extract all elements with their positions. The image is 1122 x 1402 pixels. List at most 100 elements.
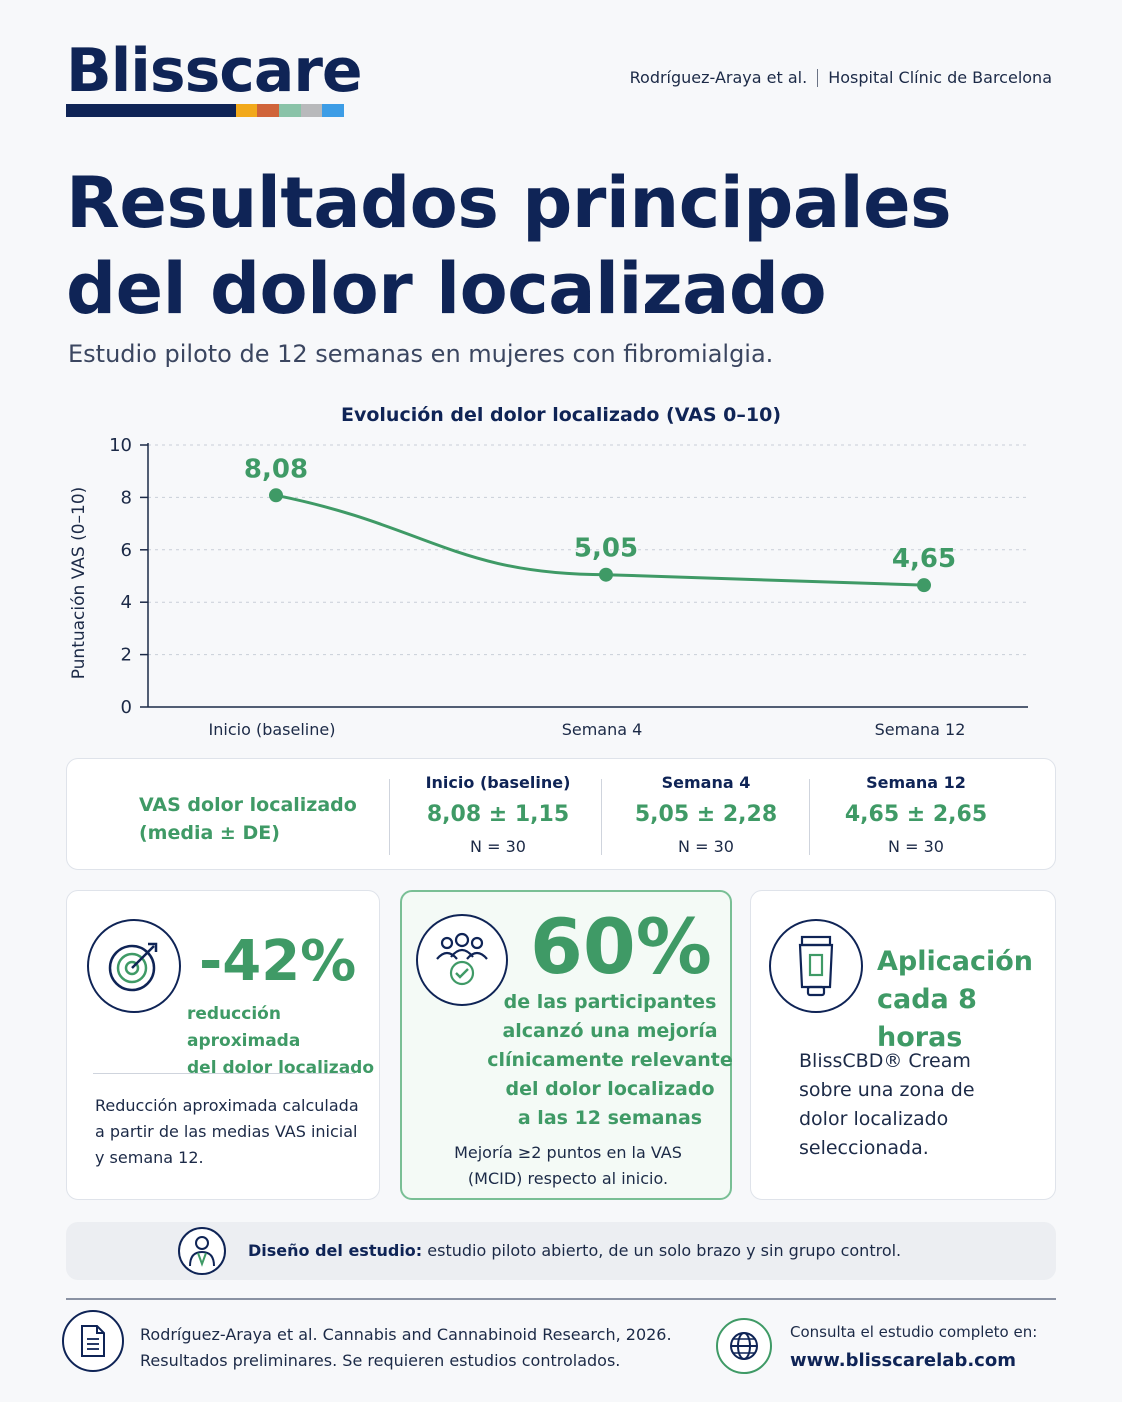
chart-title: Evolución del dolor localizado (VAS 0–10… [341, 404, 781, 426]
table-col-value: 8,08 ± 1,15 [426, 802, 570, 827]
chart-x-tick-label: Semana 12 [875, 720, 966, 739]
header-institution: Hospital Clínic de Barcelona [828, 68, 1052, 87]
table-row-label-2: (media ± DE) [139, 822, 280, 844]
table-col-n: N = 30 [470, 837, 526, 856]
document-icon [62, 1310, 124, 1372]
study-design-text: Diseño del estudio: estudio piloto abier… [248, 1241, 901, 1260]
reduction-value: -42% [199, 929, 357, 994]
cream-tube-icon [769, 919, 863, 1013]
table-col-value: 4,65 ± 2,65 [844, 802, 988, 827]
table-col-header: Semana 12 [866, 773, 966, 792]
responders-note: Mejoría ≥2 puntos en la VAS (MCID) respe… [422, 1140, 714, 1192]
brand-bar-segment [66, 104, 100, 117]
table-col-baseline: Inicio (baseline) 8,08 ± 1,15 N = 30 [393, 773, 603, 856]
vas-summary-table: VAS dolor localizado (media ± DE) Inicio… [66, 758, 1056, 870]
responders-description: de las participantes alcanzó una mejoría… [474, 988, 746, 1133]
reduction-note-line: a partir de las medias VAS inicial [95, 1122, 358, 1141]
brand-bar-segment [201, 104, 236, 117]
application-card: Aplicación cada 8 horas BlissCBD® Cream … [750, 890, 1056, 1200]
line-chart: Evolución del dolor localizado (VAS 0–10… [69, 404, 1028, 739]
page-title-line-1: Resultados principales [66, 162, 952, 244]
chart-series-line [275, 493, 925, 587]
brand-bar-segment [322, 104, 344, 117]
application-frequency-line: Aplicación [877, 946, 1033, 977]
chart-y-tick-label: 4 [121, 592, 132, 613]
table-col-header: Semana 4 [661, 773, 751, 792]
chart-y-tick-label: 2 [121, 645, 132, 666]
chart-data-point [917, 578, 931, 593]
table-col-week4: Semana 4 5,05 ± 2,28 N = 30 [601, 773, 811, 856]
reduction-description-line: reducción aproximada [187, 1004, 301, 1051]
chart-y-tick-label: 10 [109, 435, 132, 456]
brand-color-bar [66, 104, 344, 117]
chart-data-point [269, 488, 283, 503]
chart-data-point [599, 567, 613, 582]
study-design-bar: Diseño del estudio: estudio piloto abier… [66, 1222, 1056, 1280]
responders-description-line: de las participantes [503, 991, 717, 1013]
reduction-note-line: Reducción aproximada calculada [95, 1096, 359, 1115]
table-divider [389, 779, 390, 855]
study-design-label: Diseño del estudio: [248, 1241, 423, 1260]
brand-logo: Blisscare [66, 36, 363, 106]
responders-description-line: alcanzó una mejoría [502, 1020, 718, 1042]
globe-icon [716, 1318, 772, 1374]
footer-web-label: Consulta el estudio completo en: [790, 1323, 1038, 1341]
target-icon [87, 919, 181, 1013]
brand-bar-segment [133, 104, 168, 117]
footer-citation-line: Rodríguez-Araya et al. Cannabis and Cann… [140, 1325, 672, 1344]
brand-bar-segment [235, 104, 258, 117]
responders-description-line: del dolor localizado [505, 1078, 715, 1100]
footer-divider [66, 1298, 1056, 1300]
reduction-note: Reducción aproximada calculada a partir … [95, 1093, 359, 1171]
footer-citation-line: Resultados preliminares. Se requieren es… [140, 1351, 621, 1370]
responders-card: 60% de las participantes alcanzó una mej… [400, 890, 733, 1200]
table-col-n: N = 30 [678, 837, 734, 856]
table-col-value: 5,05 ± 2,28 [634, 802, 778, 827]
brand-bar-segment [257, 104, 280, 117]
table-col-n: N = 30 [888, 837, 944, 856]
chart-ylabel: Puntuación VAS (0–10) [69, 487, 89, 680]
table-col-week12: Semana 12 4,65 ± 2,65 N = 30 [811, 773, 1021, 856]
header-divider [817, 68, 819, 87]
table-col-header: Inicio (baseline) [425, 773, 571, 792]
chart-y-ticks: 0 2 4 6 8 10 [109, 435, 148, 718]
chart-y-tick-label: 6 [121, 540, 132, 561]
application-note-line: seleccionada. [799, 1137, 929, 1159]
chart-x-tick-label: Semana 4 [562, 720, 643, 739]
card-divider [93, 1073, 355, 1074]
page-title-line-2: del dolor localizado [66, 248, 827, 330]
page-subtitle: Estudio piloto de 12 semanas en mujeres … [68, 340, 774, 368]
reduction-description-line: del dolor localizado [187, 1058, 375, 1078]
study-design-description: estudio piloto abierto, de un solo brazo… [422, 1241, 902, 1260]
chart-y-tick-label: 8 [121, 487, 132, 508]
table-row-label: VAS dolor localizado (media ± DE) [139, 791, 357, 847]
brand-bar-segment [167, 104, 202, 117]
application-note-line: sobre una zona de [799, 1079, 975, 1101]
brand-bar-segment [300, 104, 323, 117]
brand-bar-segment [279, 104, 301, 117]
chart-series: 8,08 5,05 4,65 [244, 454, 956, 593]
table-row-label-1: VAS dolor localizado [139, 794, 357, 816]
application-note-line: dolor localizado [799, 1108, 949, 1130]
responders-description-line: clínicamente relevante [487, 1049, 733, 1071]
reduction-description: reducción aproximada del dolor localizad… [187, 1001, 379, 1082]
table-divider [601, 779, 602, 855]
chart-data-label: 5,05 [574, 534, 638, 564]
chart-data-label: 8,08 [244, 454, 308, 484]
brand-bar-segment [99, 104, 134, 117]
responders-description-line: a las 12 semanas [517, 1107, 703, 1129]
chart-data-label: 4,65 [892, 544, 956, 574]
application-note-line: BlissCBD® Cream [799, 1050, 971, 1072]
footer-url-link[interactable]: www.blisscarelab.com [790, 1350, 1016, 1371]
responders-value: 60% [530, 902, 712, 991]
page-title: Resultados principales del dolor localiz… [66, 160, 952, 332]
header-authors: Rodríguez-Araya et al. [629, 68, 808, 87]
table-divider [809, 779, 810, 855]
responders-note-line: (MCID) respecto al inicio. [467, 1169, 669, 1188]
chart-x-ticks: Inicio (baseline) Semana 4 Semana 12 [209, 720, 966, 739]
researcher-icon [178, 1227, 226, 1275]
chart-x-tick-label: Inicio (baseline) [209, 720, 336, 739]
responders-note-line: Mejoría ≥2 puntos en la VAS [454, 1143, 682, 1162]
group-check-icon [416, 914, 508, 1006]
application-frequency: Aplicación cada 8 horas [877, 943, 1055, 1057]
